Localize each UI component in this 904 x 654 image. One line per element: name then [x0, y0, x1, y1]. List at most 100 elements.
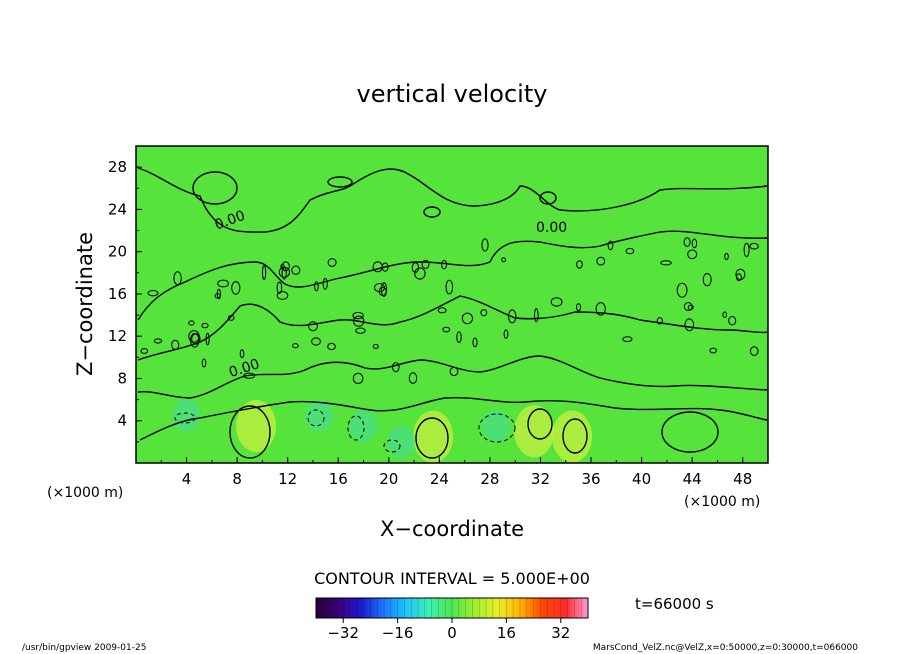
x-tick-label-6: 24 — [430, 470, 449, 488]
contour-noise-loop — [355, 327, 366, 334]
contour-noise-loop — [380, 282, 388, 297]
x-tick-label-7: 28 — [480, 470, 499, 488]
contour-noise-loop — [501, 257, 507, 263]
colorbar-bands — [315, 598, 589, 618]
contour-noise-loop — [216, 288, 221, 300]
contour-noise-loop — [231, 281, 241, 295]
contour-cell-5 — [661, 411, 719, 453]
contour-noise-loop — [201, 322, 209, 329]
contour-noise-loop — [709, 347, 718, 354]
contour-noise-loop — [683, 237, 691, 247]
contour-noise-loop — [188, 330, 200, 343]
contour-noise-loop — [352, 311, 364, 320]
chart-title: vertical velocity — [357, 80, 548, 108]
contour-noise-loop — [437, 307, 447, 314]
y-axis-ticks: 4 8 12 16 20 24 28 — [108, 158, 142, 443]
colorbar-ticks: −32 −16 0 16 32 — [327, 618, 570, 642]
contour-interval-text: CONTOUR INTERVAL = 5.000E+00 — [314, 569, 590, 588]
x-tick-label-8: 32 — [531, 470, 550, 488]
colorbar-tick-label-2: −16 — [382, 624, 414, 642]
contour-noise-loop — [596, 256, 606, 266]
contour-noise-loop — [676, 282, 688, 298]
contour-noise-loop — [622, 336, 633, 343]
contour-noise-loop — [607, 240, 614, 251]
x-axis-label: X−coordinate — [380, 517, 524, 541]
plot-frame — [135, 145, 769, 464]
contour-noise-loop — [153, 338, 163, 344]
contour-noise-loop — [188, 320, 195, 326]
time-label: t=66000 s — [635, 595, 714, 613]
y-tick-label-1: 4 — [117, 412, 127, 430]
contour-noise-loop — [702, 273, 712, 287]
contour-noise-loop — [576, 303, 581, 312]
contour-noise-loop — [456, 331, 462, 344]
contour-noise-loop — [205, 332, 210, 346]
contour-noise-loop — [292, 343, 299, 349]
contour-noise-loop — [173, 271, 182, 286]
contour-noise-loop — [595, 302, 606, 316]
contour-noise-loop — [276, 291, 289, 300]
contour-noise-loop — [442, 326, 451, 333]
contour-line-upper-band — [137, 230, 768, 321]
contour-cell-3 — [527, 408, 553, 440]
contour-noise-loop — [374, 283, 385, 293]
contour-noise-loop — [278, 266, 290, 278]
contour-noise-loop — [171, 339, 180, 350]
contour-noise-loop — [140, 348, 149, 354]
colorbar: −32 −16 0 16 32 — [315, 597, 589, 642]
y-tick-label-3: 12 — [108, 327, 127, 345]
contour-noise-loop — [239, 349, 245, 359]
negative-contour-5 — [478, 413, 516, 443]
y-axis-label: Z−coordinate — [73, 232, 97, 376]
negative-contour-2 — [307, 409, 325, 427]
colorbar-fill — [316, 598, 588, 618]
colorbar-tick-label-5: 32 — [551, 624, 570, 642]
contour-noise-loop — [550, 297, 563, 307]
contour-noise-loop — [472, 337, 478, 348]
negative-contour-1 — [174, 412, 196, 424]
contour-noise-loop — [480, 309, 488, 317]
plot-area: 0.00 0.00 0.00 — [136, 146, 768, 463]
contour-noise-loop — [243, 372, 256, 379]
x-tick-label-5: 20 — [379, 470, 398, 488]
colorbar-tick-label-1: −32 — [327, 624, 359, 642]
field-feature-7 — [387, 425, 416, 458]
contour-noise-loop — [291, 265, 301, 275]
x-tick-label-12: 48 — [733, 470, 752, 488]
x-tick-label-1: 4 — [182, 470, 192, 488]
contour-noise-loop — [625, 247, 635, 255]
y-tick-label-2: 8 — [117, 369, 127, 387]
x-tick-label-11: 44 — [683, 470, 702, 488]
contour-noise-loop — [414, 267, 426, 280]
colorbar-tick-label-4: 16 — [497, 624, 516, 642]
contour-noise-loop — [691, 238, 698, 249]
x-tick-label-2: 8 — [232, 470, 242, 488]
contour-noise-loop — [311, 337, 321, 346]
contour-noise-loop — [201, 358, 207, 368]
contour-noise-loop — [372, 343, 379, 349]
contour-noise-loop — [372, 261, 383, 273]
contour-noise-loop — [576, 260, 583, 269]
footer-left: /usr/bin/gpview 2009-01-25 — [22, 643, 146, 653]
contour-noise-loop — [749, 242, 759, 250]
field-feature-1 — [236, 400, 277, 453]
contour-noise-loop — [308, 321, 318, 332]
contour-line-middle-band — [137, 295, 768, 361]
contour-noise-loop — [683, 302, 693, 311]
contour-line-lower-band — [137, 355, 768, 399]
contour-noise-loop — [445, 279, 454, 295]
y-tick-label-5: 20 — [108, 243, 127, 261]
contour-cell-1 — [229, 405, 271, 459]
field-feature-8 — [482, 410, 511, 443]
contour-blob-3 — [423, 206, 441, 218]
contour-noise-loop — [656, 317, 663, 325]
negative-contours — [174, 409, 516, 453]
contour-blob-4 — [539, 191, 557, 205]
y-tick-label-7: 28 — [108, 158, 127, 176]
contour-noise-loop — [353, 315, 365, 327]
contour-noise-loop — [217, 279, 230, 288]
negative-contour-3 — [347, 415, 365, 441]
y-tick-label-4: 16 — [108, 285, 127, 303]
contour-noise-loop — [352, 372, 364, 384]
